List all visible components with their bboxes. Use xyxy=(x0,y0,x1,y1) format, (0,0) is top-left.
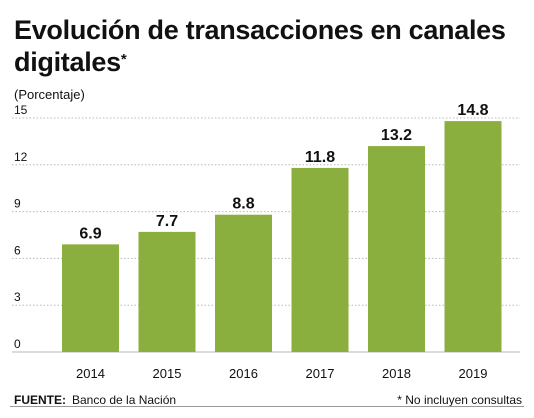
source-line: FUENTE: Banco de la Nación xyxy=(14,393,176,407)
x-tick-label: 2019 xyxy=(459,366,488,381)
y-axis-label: (Porcentaje) xyxy=(14,87,85,102)
chart-title: Evolución de transacciones en canales di… xyxy=(14,14,524,78)
y-tick-label: 6 xyxy=(14,243,21,257)
y-tick-label: 12 xyxy=(14,150,28,164)
bar-value-label: 6.9 xyxy=(79,225,101,242)
x-tick-label: 2017 xyxy=(306,366,335,381)
bar-value-label: 8.8 xyxy=(232,196,254,213)
x-tick-label: 2014 xyxy=(76,366,105,381)
x-tick-label: 2016 xyxy=(229,366,258,381)
bar xyxy=(138,231,196,352)
bar-value-label: 13.2 xyxy=(381,127,412,144)
footnote: * No incluyen consultas xyxy=(397,393,522,407)
y-tick-label: 15 xyxy=(14,103,28,117)
bar-chart: 0 3 6 9 12 15 6.9 2014 7.7 2015 8.8 2016 11.8 2017 13.… xyxy=(12,102,520,381)
chart-title-line1: Evolución de transacciones en canales xyxy=(14,15,506,45)
bar xyxy=(62,244,119,352)
bar xyxy=(291,167,349,352)
bar-value-label: 14.8 xyxy=(457,102,488,119)
y-tick-label: 9 xyxy=(14,197,21,211)
bar xyxy=(444,121,502,353)
x-tick-label: 2015 xyxy=(153,366,182,381)
source-label: FUENTE: xyxy=(14,393,66,407)
bar xyxy=(215,214,272,352)
bottom-rule xyxy=(10,406,524,407)
title-footnote-marker: * xyxy=(120,51,127,68)
chart-title-line2: digitales xyxy=(14,47,121,77)
bar xyxy=(368,146,425,352)
y-tick-label: 0 xyxy=(14,337,21,351)
bar-value-label: 7.7 xyxy=(156,213,178,230)
y-tick-label: 3 xyxy=(14,290,21,304)
source-text: Banco de la Nación xyxy=(72,393,177,407)
bar-value-label: 11.8 xyxy=(305,149,335,166)
x-tick-label: 2018 xyxy=(382,366,411,381)
